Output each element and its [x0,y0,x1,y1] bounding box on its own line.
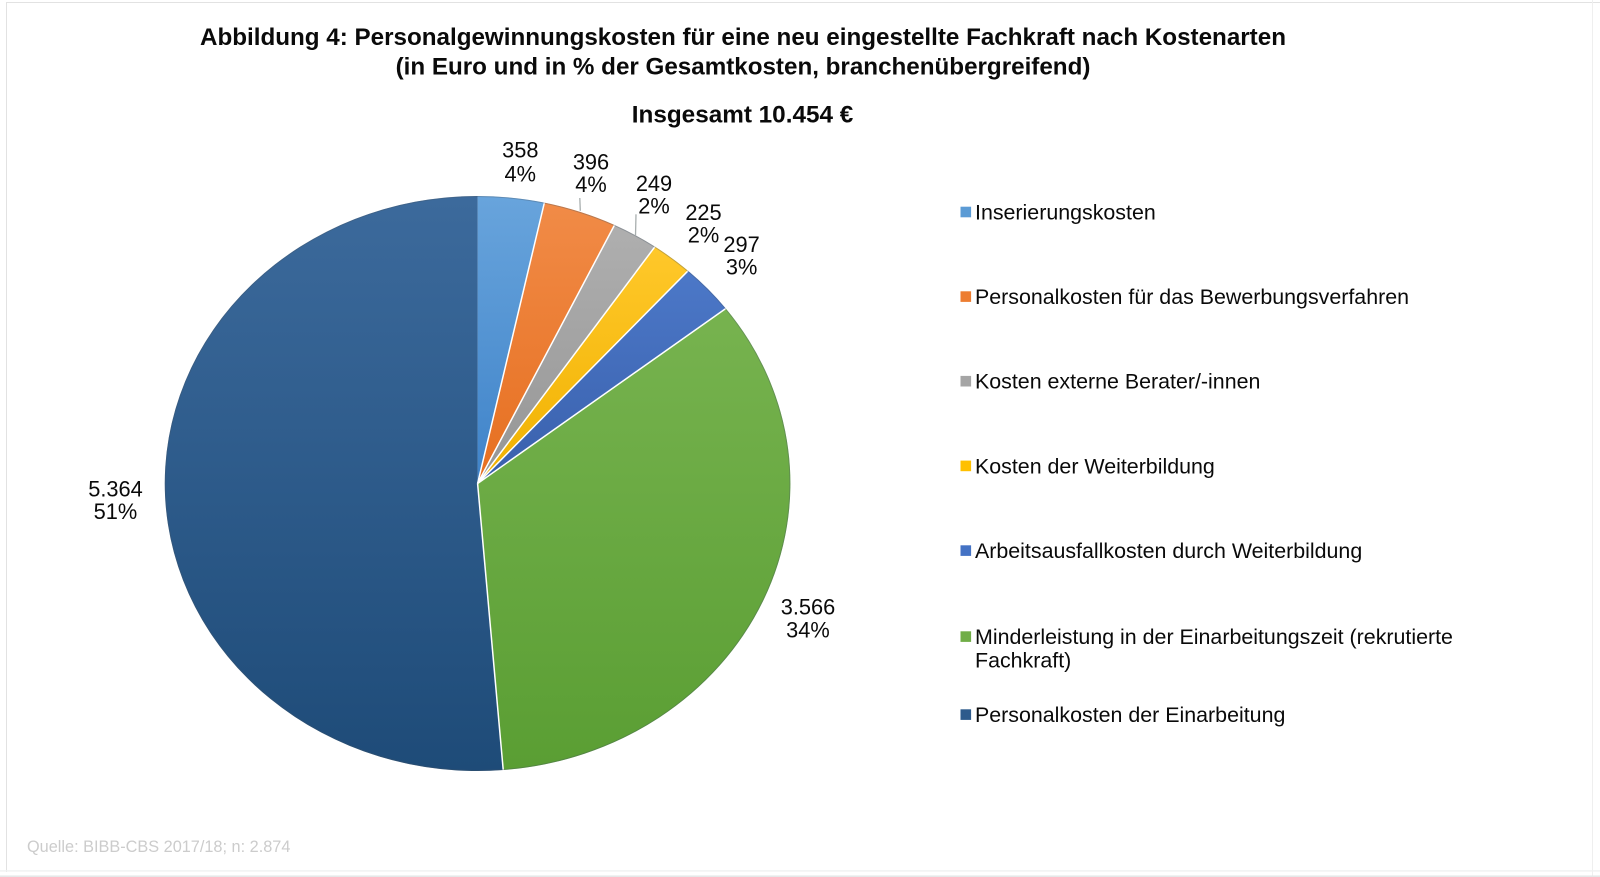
svg-text:(in Euro und in % der Gesamtko: (in Euro und in % der Gesamtkosten, bran… [396,54,1091,81]
svg-text:Kosten externe Berater/-innen: Kosten externe Berater/-innen [975,370,1260,394]
svg-text:51%: 51% [94,499,138,524]
svg-text:Kosten der Weiterbildung: Kosten der Weiterbildung [975,454,1215,478]
svg-text:Minderleistung in der Einarbei: Minderleistung in der Einarbeitungszeit … [975,625,1453,649]
svg-text:358: 358 [502,138,538,163]
svg-text:Insgesamt 10.454 €: Insgesamt 10.454 € [632,102,854,129]
svg-text:Fachkraft): Fachkraft) [975,648,1071,672]
svg-text:Quelle: BIBB-CBS 2017/18; n: 2: Quelle: BIBB-CBS 2017/18; n: 2.874 [27,838,290,856]
svg-text:3%: 3% [726,254,758,279]
svg-text:3.566: 3.566 [781,595,836,620]
svg-text:396: 396 [573,150,609,175]
svg-text:Personalkosten für das Bewerbu: Personalkosten für das Bewerbungsverfahr… [975,285,1409,309]
svg-text:2%: 2% [638,193,670,218]
svg-text:249: 249 [636,171,672,196]
svg-text:Arbeitsausfallkosten durch Wei: Arbeitsausfallkosten durch Weiterbildung [975,539,1362,563]
svg-text:Abbildung 4: Personalgewinnung: Abbildung 4: Personalgewinnungskosten fü… [200,24,1286,51]
svg-text:34%: 34% [786,618,830,643]
svg-text:4%: 4% [505,162,537,187]
svg-text:4%: 4% [575,172,607,197]
svg-text:225: 225 [685,200,721,225]
svg-text:Inserierungskosten: Inserierungskosten [975,200,1156,224]
svg-text:5.364: 5.364 [88,476,143,501]
svg-text:Personalkosten der Einarbeitun: Personalkosten der Einarbeitung [975,703,1285,727]
svg-text:297: 297 [723,232,759,257]
svg-text:2%: 2% [688,222,720,247]
